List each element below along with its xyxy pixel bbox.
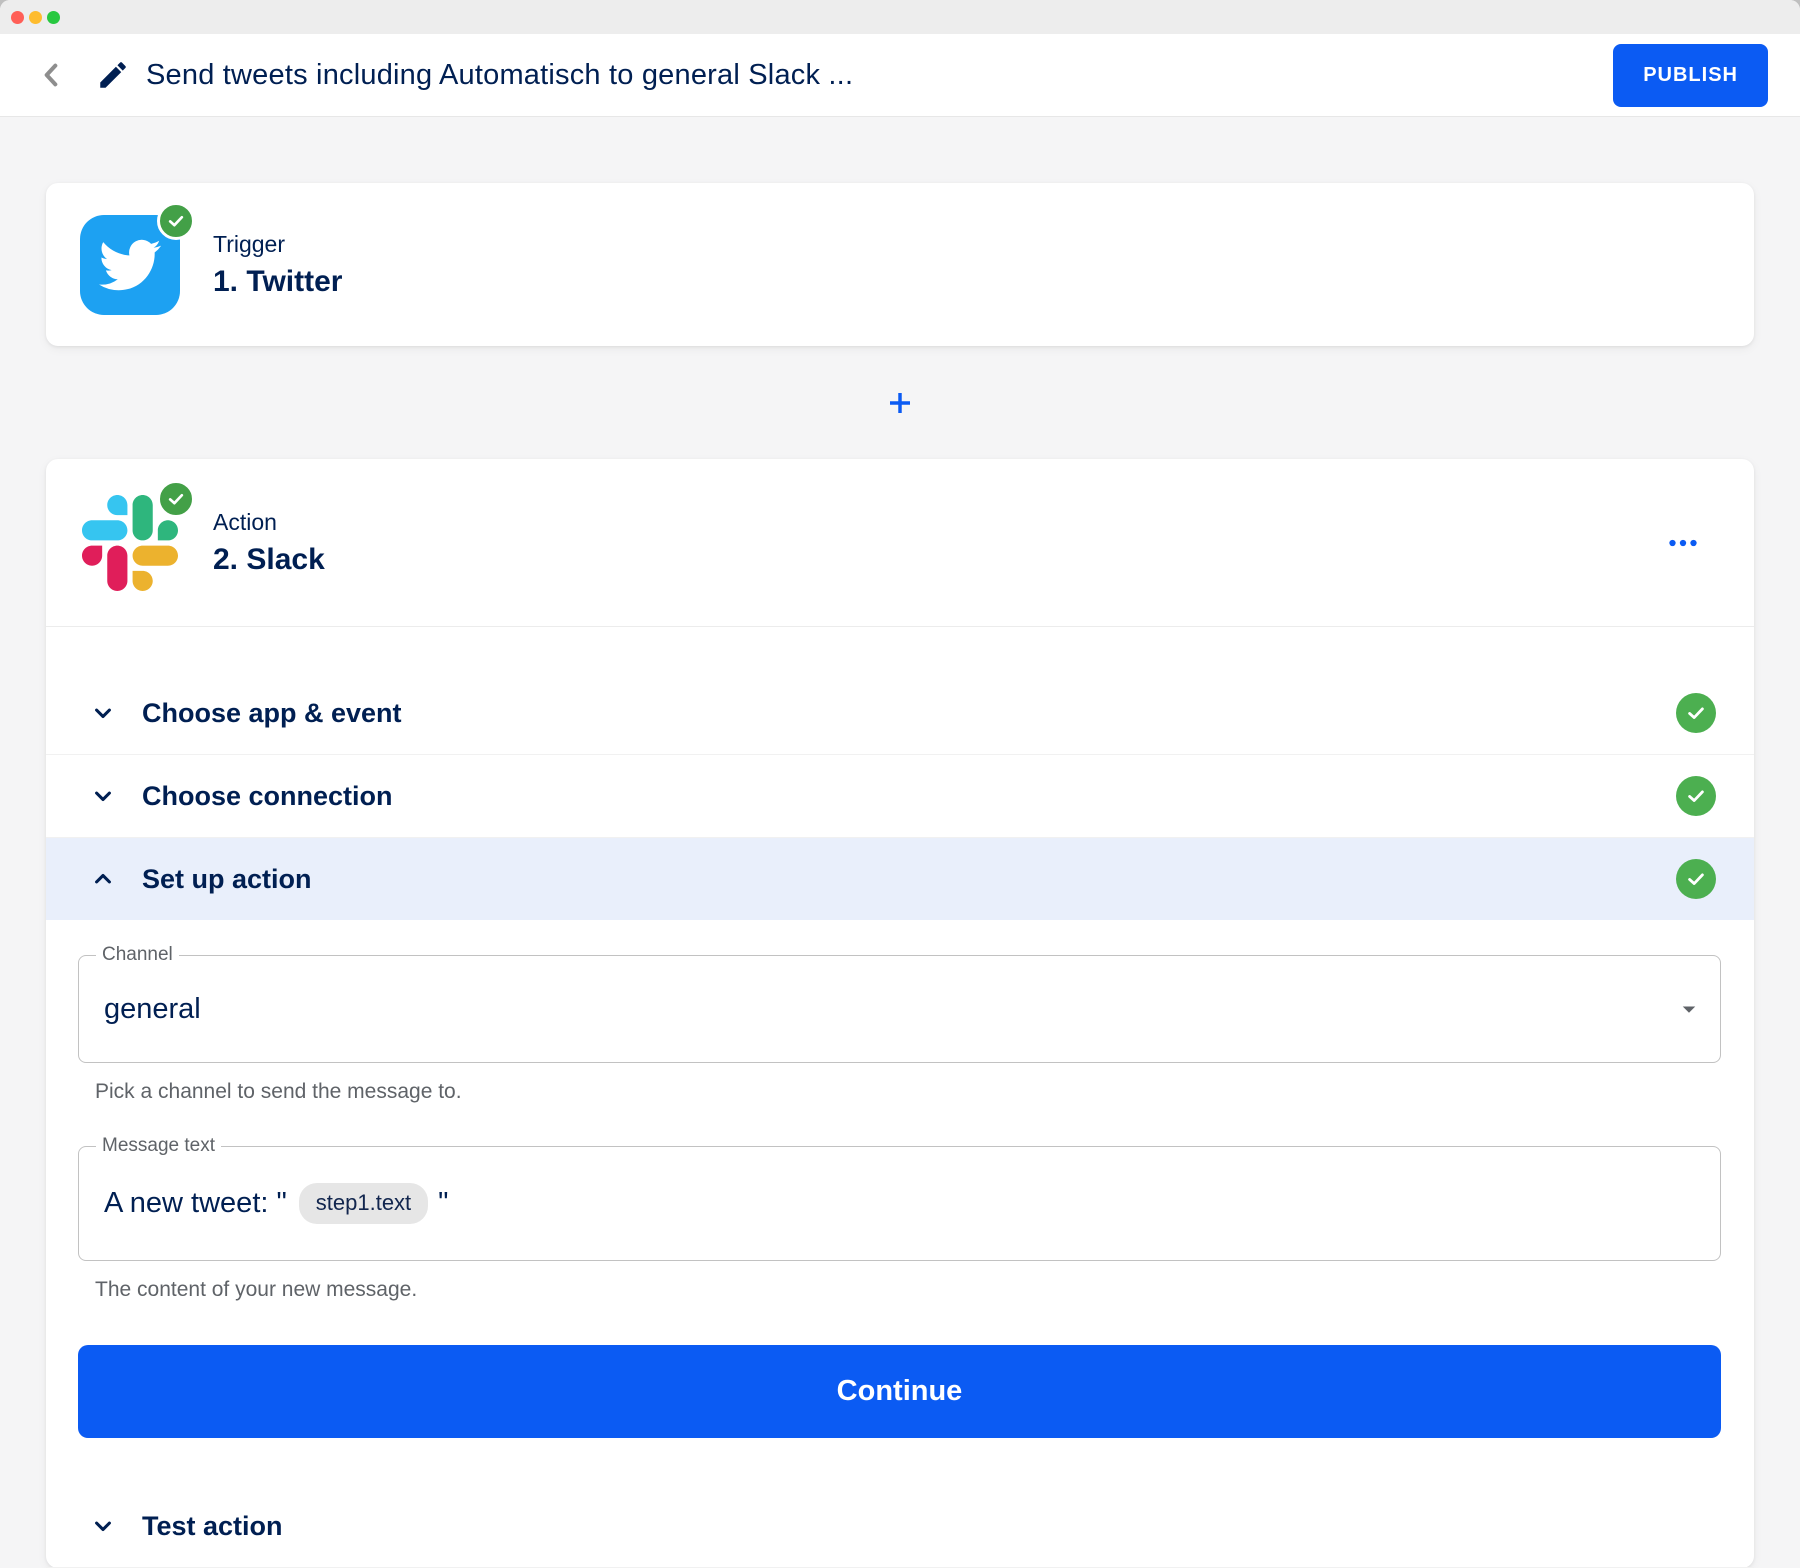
- step-type-label: Trigger: [213, 230, 285, 257]
- close-window-button[interactable]: [11, 10, 24, 24]
- step-connector: [46, 346, 1754, 459]
- accordion-row-choose-app-event[interactable]: Choose app & event: [46, 672, 1754, 754]
- continue-button[interactable]: Continue: [78, 1345, 1721, 1438]
- message-helper-text: The content of your new message.: [95, 1278, 418, 1301]
- add-step-button[interactable]: [878, 381, 922, 425]
- channel-helper-text: Pick a channel to send the message to.: [95, 1080, 462, 1103]
- message-field-value: A new tweet: " step1.text ": [79, 1183, 449, 1224]
- channel-field-value: general: [104, 992, 201, 1025]
- action-step-header[interactable]: Action 2. Slack: [46, 459, 1754, 626]
- set-up-action-form: Channel general Pick a channel to send t…: [46, 920, 1754, 1438]
- row-divider: [46, 754, 1754, 755]
- caret-down-icon: [1674, 994, 1704, 1024]
- section-complete-icon: [1676, 693, 1716, 733]
- check-icon: [168, 493, 184, 504]
- header-divider: [46, 626, 1754, 627]
- macos-titlebar: [0, 0, 1800, 34]
- accordion-label: Choose connection: [142, 780, 393, 811]
- accordion-label: Test action: [142, 1510, 283, 1541]
- editor-header: Send tweets including Automatisch to gen…: [0, 34, 1800, 117]
- section-complete-icon: [1676, 776, 1716, 816]
- section-complete-icon: [1676, 859, 1716, 899]
- accordion-row-choose-connection[interactable]: Choose connection: [46, 755, 1754, 837]
- trigger-complete-badge: [157, 201, 195, 240]
- channel-select-field[interactable]: Channel general: [78, 944, 1721, 1063]
- accordion-label: Set up action: [142, 863, 312, 894]
- message-text-field[interactable]: Message text A new tweet: " step1.text ": [78, 1135, 1721, 1261]
- minimize-window-button[interactable]: [29, 10, 42, 24]
- chevron-down-icon: [88, 1511, 118, 1541]
- flow-canvas: Trigger 1. Twitter: [0, 117, 1800, 1568]
- trigger-step-meta: Trigger 1. Twitter: [213, 231, 342, 299]
- row-divider: [46, 837, 1754, 838]
- chevron-down-icon: [88, 781, 118, 811]
- slack-app-icon: [80, 479, 195, 593]
- chevron-up-icon: [88, 864, 118, 894]
- edit-title-icon[interactable]: [94, 56, 132, 94]
- accordion-row-set-up-action[interactable]: Set up action: [46, 838, 1754, 920]
- trigger-step-card[interactable]: Trigger 1. Twitter: [46, 183, 1754, 346]
- flow-title[interactable]: Send tweets including Automatisch to gen…: [146, 58, 854, 91]
- message-prefix: A new tweet: ": [104, 1187, 287, 1219]
- step-type-label: Action: [213, 508, 277, 535]
- twitter-bird-icon: [99, 239, 161, 290]
- slack-icon: [80, 493, 180, 593]
- zoom-window-button[interactable]: [47, 10, 60, 24]
- twitter-app-icon: [80, 201, 195, 315]
- check-icon: [168, 215, 184, 226]
- slack-logo-icon: [82, 494, 178, 591]
- back-button[interactable]: [32, 55, 72, 95]
- step-name: 1. Twitter: [213, 264, 343, 298]
- step-name: 2. Slack: [213, 542, 325, 576]
- accordion-bottom: Test action: [46, 1485, 1754, 1568]
- action-complete-badge: [157, 479, 195, 518]
- action-step-card: Action 2. Slack Choose app & event: [46, 459, 1754, 1568]
- ellipsis-icon: [1669, 539, 1697, 546]
- accordion-row-test-action[interactable]: Test action: [46, 1485, 1754, 1567]
- action-step-meta: Action 2. Slack: [213, 509, 325, 577]
- chevron-down-icon: [88, 698, 118, 728]
- message-suffix: ": [438, 1187, 449, 1219]
- pencil-icon: [100, 62, 126, 88]
- accordion-label: Choose app & event: [142, 697, 402, 728]
- step-settings-accordion: Choose app & event Choose connection: [46, 627, 1754, 1568]
- channel-field-label: Channel: [96, 944, 179, 966]
- plus-icon: [890, 392, 910, 413]
- chevron-left-icon: [44, 63, 58, 87]
- publish-button[interactable]: PUBLISH: [1613, 43, 1768, 107]
- message-field-label: Message text: [96, 1135, 221, 1157]
- step-menu-button[interactable]: [1659, 519, 1707, 567]
- variable-chip: step1.text: [298, 1183, 429, 1224]
